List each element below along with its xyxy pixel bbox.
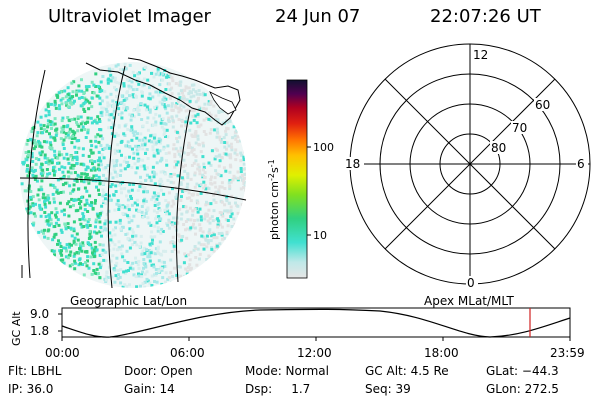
mlt-label-6: 6 [577,157,585,171]
time: 22:07:26 UT [430,6,541,27]
alt-xtick-1800: 18:00 [424,346,459,360]
uv-image [19,57,247,289]
status-seq: Seq: 39 [365,382,411,396]
mlt-label-18: 18 [345,157,360,171]
alt-xtick-0600: 06:00 [170,346,205,360]
grid-line [107,65,126,289]
status-gc-alt: GC Alt: 4.5 Re [365,364,449,378]
image-panel-label: Geographic Lat/Lon [70,294,187,308]
colorbar: 100 10 photon cm-2s-1 [267,79,334,279]
status-door: Door: Open [124,364,193,378]
altitude-curve [61,308,571,338]
alt-xtick-0000: 00:00 [45,346,80,360]
status-flt: Flt: LBHL [8,364,62,378]
grid-line [176,109,191,283]
alt-ylabel: GC Alt [10,311,23,346]
status-gain: Gain: 14 [124,382,175,396]
polar-panel-label: Apex MLat/MLT [424,294,514,308]
alt-xtick-1200: 12:00 [297,346,332,360]
lat-label-80: 80 [491,141,506,155]
mlt-label-0: 0 [467,276,475,290]
status-mode: Mode: Normal [245,364,329,378]
mlt-label-12: 12 [473,48,488,62]
title: Ultraviolet Imager [48,6,211,27]
lat-label-60: 60 [535,98,550,112]
grid-line [27,69,46,279]
status-glon: GLon: 272.5 [486,382,559,396]
colorbar-tick-100: 100 [313,141,334,154]
colorbar-unit-label: photon cm-2s-1 [267,159,281,240]
lat-label-70: 70 [512,121,527,135]
alt-xtick-2359: 23:59 [550,346,585,360]
colorbar-tick-10: 10 [313,229,327,242]
status-ip: IP: 36.0 [8,382,54,396]
status-glat: GLat: −44.3 [486,364,559,378]
date: 24 Jun 07 [275,6,361,27]
alt-ytick-1.8: 1.8 [30,324,49,338]
grid-line [19,177,247,201]
status-dsp: Dsp: 1.7 [245,382,311,396]
altitude-plot: 9.0 1.8 GC Alt 00:00 06:00 12:00 18:00 2… [10,307,585,360]
polar-plot: 12 18 6 0 60 70 80 [344,43,591,290]
alt-ytick-9: 9.0 [30,307,49,321]
